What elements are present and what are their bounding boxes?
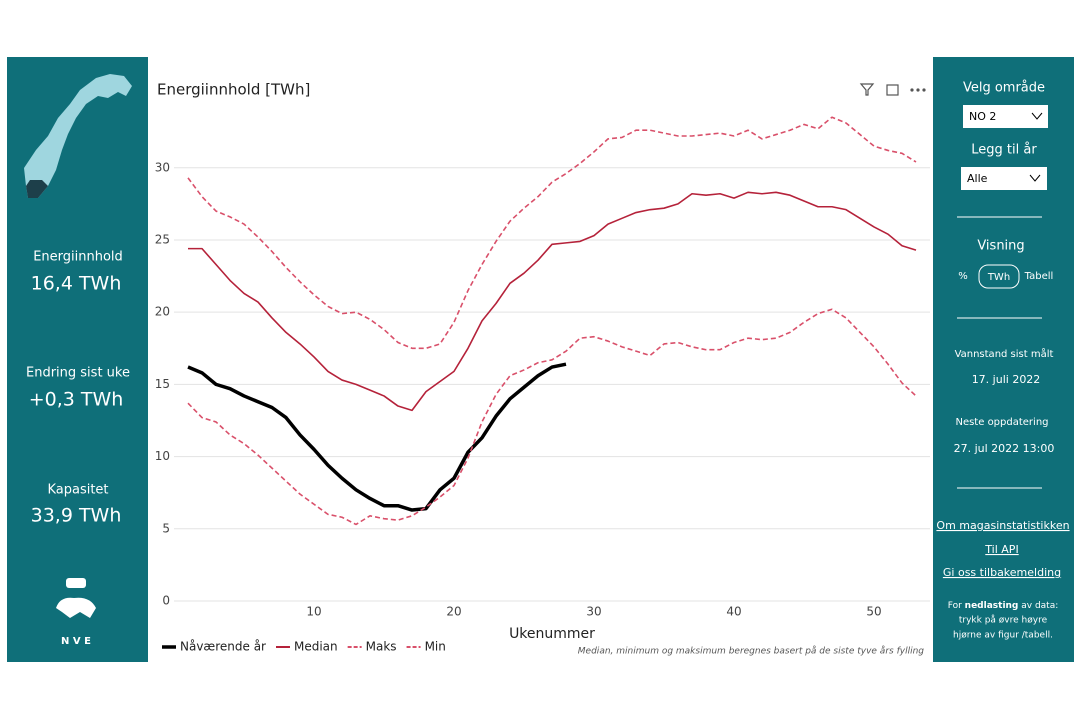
dropdown-arrow[interactable] <box>1031 112 1043 120</box>
kpi-label: Endring sist uke <box>26 366 130 381</box>
legend-label: Min <box>425 640 446 654</box>
view-option[interactable]: % <box>958 271 968 282</box>
series-line <box>188 191 917 412</box>
chart-title: Energiinnhold [TWh] <box>157 81 310 99</box>
legend-item: Median <box>275 640 338 654</box>
legend-item: Min <box>406 640 446 654</box>
x-tick-label: 40 <box>726 605 741 619</box>
view-option[interactable]: TWh <box>987 272 1010 283</box>
label: Vannstand sist målt <box>955 347 1054 360</box>
x-axis-label: Ukenummer <box>509 626 595 642</box>
x-tick-label: 30 <box>586 605 601 619</box>
y-tick-label: 5 <box>162 521 170 535</box>
dropdown[interactable] <box>961 167 1047 190</box>
series-line <box>187 308 917 526</box>
left-panel <box>7 57 148 662</box>
chart-note: Median, minimum og maksimum beregnes bas… <box>578 646 924 657</box>
dropdown-value[interactable]: Alle <box>967 172 988 185</box>
dropdown[interactable] <box>963 105 1048 128</box>
legend-item: Nåværende år <box>162 640 266 654</box>
visual-icons[interactable] <box>859 83 926 96</box>
x-tick-label: 20 <box>446 605 461 619</box>
map-region <box>26 180 48 198</box>
y-tick-label: 10 <box>155 449 170 463</box>
link[interactable]: Gi oss tilbakemelding <box>943 566 1061 579</box>
y-tick-label: 15 <box>155 377 170 391</box>
kpi-value: +0,3 TWh <box>29 389 124 411</box>
label: Visning <box>977 239 1024 254</box>
label: Legg til år <box>971 143 1037 158</box>
legend-label: Median <box>294 640 338 654</box>
download-note: For nedlasting av data: <box>948 601 1059 611</box>
label: Velg område <box>963 81 1045 96</box>
y-tick-label: 20 <box>155 305 170 319</box>
y-tick-label: 25 <box>155 232 170 246</box>
map <box>24 74 132 198</box>
series-line <box>187 116 917 350</box>
kpi-label: Energiinnhold <box>33 250 123 265</box>
plot: 0 5 10 15 20 25 30 10 20 30 40 50 Nåværende år Median… <box>155 116 930 654</box>
legend-label: Maks <box>366 640 397 654</box>
download-note: trykk på øvre høyre <box>959 615 1048 626</box>
logo <box>56 578 96 618</box>
right-panel <box>933 57 1074 662</box>
y-tick-label: 30 <box>155 160 170 174</box>
logo-text: N V E <box>61 636 91 647</box>
y-tick-label: 0 <box>162 594 170 608</box>
date: 17. juli 2022 <box>972 373 1041 386</box>
view-option[interactable]: Tabell <box>1024 271 1054 282</box>
legend-label: Nåværende år <box>180 640 266 654</box>
kpi-value: 33,9 TWh <box>31 505 122 527</box>
label: Neste oppdatering <box>955 417 1048 428</box>
date: 27. jul 2022 13:00 <box>954 442 1055 455</box>
link[interactable]: Om magasinstatistikken <box>936 519 1069 532</box>
kpi-value: 16,4 TWh <box>31 273 122 295</box>
dropdown-arrow[interactable] <box>1029 174 1041 182</box>
link[interactable]: Til API <box>984 543 1018 556</box>
download-note: hjørne av figur /tabell. <box>953 631 1053 641</box>
dropdown-value[interactable]: NO 2 <box>969 110 996 123</box>
kpi-label: Kapasitet <box>47 483 108 498</box>
x-tick-label: 50 <box>866 605 881 619</box>
view-toggle[interactable] <box>978 264 1020 289</box>
legend-item: Maks <box>347 640 397 654</box>
series-line <box>187 362 567 512</box>
x-tick-label: 10 <box>306 605 321 619</box>
